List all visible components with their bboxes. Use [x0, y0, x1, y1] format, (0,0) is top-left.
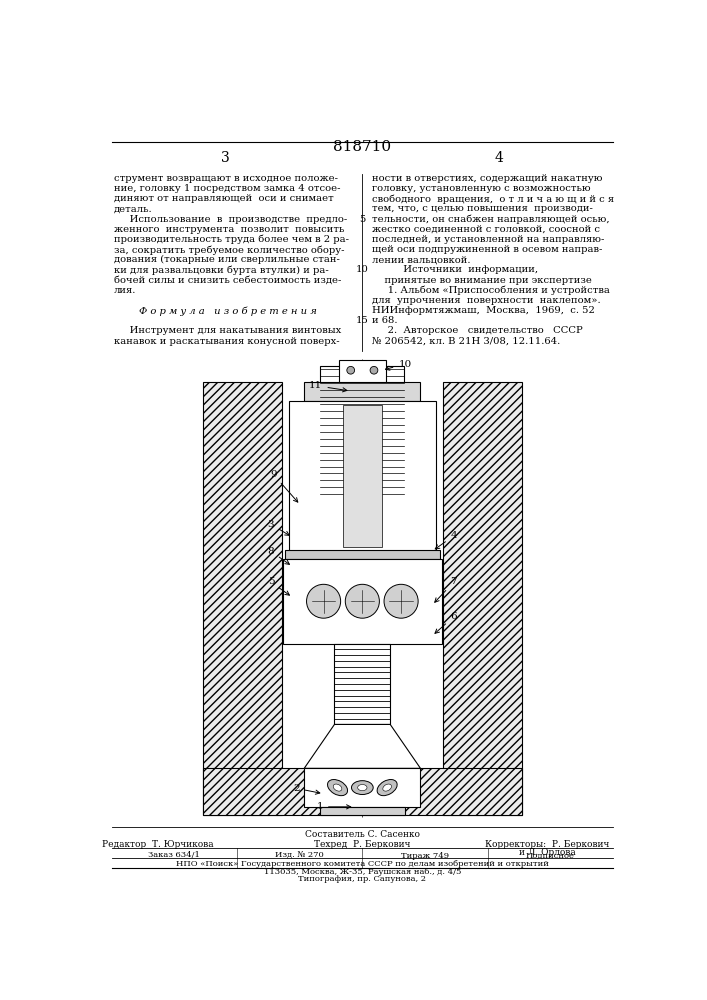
- Text: 9: 9: [270, 470, 298, 502]
- Text: Составитель С. Сасенко: Составитель С. Сасенко: [305, 830, 420, 839]
- Text: деталь.: деталь.: [114, 204, 153, 213]
- Bar: [320, 366, 404, 497]
- Circle shape: [345, 584, 380, 618]
- Text: 3: 3: [221, 151, 230, 165]
- Text: Техред  Р. Беркович: Техред Р. Беркович: [314, 840, 411, 849]
- Text: Редактор  Т. Юрчикова: Редактор Т. Юрчикова: [103, 840, 214, 849]
- Bar: [283, 559, 442, 644]
- Text: дования (токарные или сверлильные стан-: дования (токарные или сверлильные стан-: [114, 255, 340, 264]
- Text: № 206542, кл. В 21Н 3/08, 12.11.64.: № 206542, кл. В 21Н 3/08, 12.11.64.: [373, 337, 561, 346]
- Text: НПО «Поиск» Государственного комитета СССР по делам изобретений и открытий: НПО «Поиск» Государственного комитета СС…: [176, 860, 549, 868]
- Text: лия.: лия.: [114, 286, 136, 295]
- Ellipse shape: [327, 780, 348, 796]
- Text: 4: 4: [495, 151, 504, 165]
- Bar: [334, 644, 390, 724]
- Text: 1. Альбом «Приспособления и устройства: 1. Альбом «Приспособления и устройства: [373, 286, 610, 295]
- Text: за, сократить требуемое количество обору-: за, сократить требуемое количество обору…: [114, 245, 344, 255]
- Bar: [203, 768, 522, 815]
- Text: 15: 15: [356, 316, 369, 325]
- Bar: [203, 382, 282, 815]
- Text: 10: 10: [356, 265, 369, 274]
- Polygon shape: [304, 724, 421, 768]
- Bar: [343, 405, 382, 547]
- Text: Тираж 749: Тираж 749: [401, 852, 449, 859]
- Text: Инструмент для накатывания винтовых: Инструмент для накатывания винтовых: [114, 326, 341, 335]
- Text: 7: 7: [435, 578, 457, 602]
- Text: для  упрочнения  поверхности  наклепом».: для упрочнения поверхности наклепом».: [373, 296, 601, 305]
- Text: головку, установленную с возможностью: головку, установленную с возможностью: [373, 184, 591, 193]
- Bar: [285, 550, 440, 559]
- Bar: [339, 360, 385, 382]
- Text: принятые во внимание при экспертизе: принятые во внимание при экспертизе: [373, 276, 592, 285]
- Text: производительность труда более чем в 2 ра-: производительность труда более чем в 2 р…: [114, 235, 349, 244]
- Ellipse shape: [382, 784, 392, 791]
- Text: канавок и раскатывания конусной поверх-: канавок и раскатывания конусной поверх-: [114, 337, 339, 346]
- Ellipse shape: [351, 781, 373, 795]
- Circle shape: [307, 584, 341, 618]
- Text: Изд. № 270: Изд. № 270: [275, 852, 324, 859]
- Circle shape: [370, 366, 378, 374]
- Text: Ф о р м у л а   и з о б р е т е н и я: Ф о р м у л а и з о б р е т е н и я: [114, 306, 317, 316]
- Text: 2: 2: [293, 784, 320, 794]
- Text: струмент возвращают в исходное положе-: струмент возвращают в исходное положе-: [114, 174, 338, 183]
- Text: Типография, пр. Сапунова, 2: Типография, пр. Сапунова, 2: [298, 875, 426, 883]
- Text: жестко соединенной с головкой, соосной с: жестко соединенной с головкой, соосной с: [373, 225, 600, 234]
- Text: Заказ 634/1: Заказ 634/1: [148, 852, 200, 859]
- Ellipse shape: [333, 784, 342, 791]
- Text: лении вальцовкой.: лении вальцовкой.: [373, 255, 471, 264]
- Text: 113035, Москва, Ж-35, Раушская наб., д. 4/5: 113035, Москва, Ж-35, Раушская наб., д. …: [264, 868, 461, 876]
- Text: 3: 3: [267, 520, 289, 535]
- Text: 5: 5: [267, 578, 289, 595]
- Text: 10: 10: [385, 360, 411, 370]
- Text: 2.  Авторское   свидетельство   СССР: 2. Авторское свидетельство СССР: [373, 326, 583, 335]
- Circle shape: [384, 584, 418, 618]
- Text: женного  инструмента  позволит  повысить: женного инструмента позволит повысить: [114, 225, 344, 234]
- Text: Корректоры:  Р. Беркович: Корректоры: Р. Беркович: [485, 840, 609, 849]
- Bar: [288, 401, 436, 551]
- Bar: [443, 382, 522, 815]
- Bar: [320, 807, 405, 815]
- Text: Источники  информации,: Источники информации,: [373, 265, 539, 274]
- Ellipse shape: [377, 780, 397, 796]
- Text: и Л. Орлова: и Л. Орлова: [519, 848, 575, 857]
- Text: ки для развальцовки бурта втулки) и ра-: ки для развальцовки бурта втулки) и ра-: [114, 265, 329, 275]
- Text: 818710: 818710: [333, 140, 392, 154]
- Text: 1: 1: [317, 802, 351, 811]
- Bar: [345, 366, 380, 401]
- Text: 11: 11: [309, 381, 347, 392]
- Text: Использование  в  производстве  предло-: Использование в производстве предло-: [114, 215, 347, 224]
- Text: тем, что, с целью повышения  производи-: тем, что, с целью повышения производи-: [373, 204, 593, 213]
- Text: 4: 4: [436, 531, 457, 549]
- Text: 5: 5: [359, 215, 366, 224]
- Text: и 68.: и 68.: [373, 316, 398, 325]
- Bar: [304, 382, 421, 401]
- Text: ние, головку 1 посредством замка 4 отсое-: ние, головку 1 посредством замка 4 отсое…: [114, 184, 341, 193]
- Text: 8: 8: [267, 547, 289, 564]
- Text: 6: 6: [435, 612, 457, 633]
- Ellipse shape: [358, 785, 367, 791]
- Text: последней, и установленной на направляю-: последней, и установленной на направляю-: [373, 235, 604, 244]
- Text: диняют от направляющей  оси и снимает: диняют от направляющей оси и снимает: [114, 194, 334, 203]
- Text: НИИнформтяжмаш,  Москва,  1969,  с. 52: НИИнформтяжмаш, Москва, 1969, с. 52: [373, 306, 595, 315]
- Text: щей оси подпружиненной в осевом направ-: щей оси подпружиненной в осевом направ-: [373, 245, 603, 254]
- Bar: [304, 768, 421, 807]
- Text: бочей силы и снизить себестоимость изде-: бочей силы и снизить себестоимость изде-: [114, 276, 341, 285]
- Text: свободного  вращения,  о т л и ч а ю щ и й с я: свободного вращения, о т л и ч а ю щ и й…: [373, 194, 614, 204]
- Text: тельности, он снабжен направляющей осью,: тельности, он снабжен направляющей осью,: [373, 215, 610, 224]
- Text: ности в отверстиях, содержащий накатную: ности в отверстиях, содержащий накатную: [373, 174, 603, 183]
- Text: Подписное: Подписное: [526, 852, 575, 859]
- Circle shape: [347, 366, 355, 374]
